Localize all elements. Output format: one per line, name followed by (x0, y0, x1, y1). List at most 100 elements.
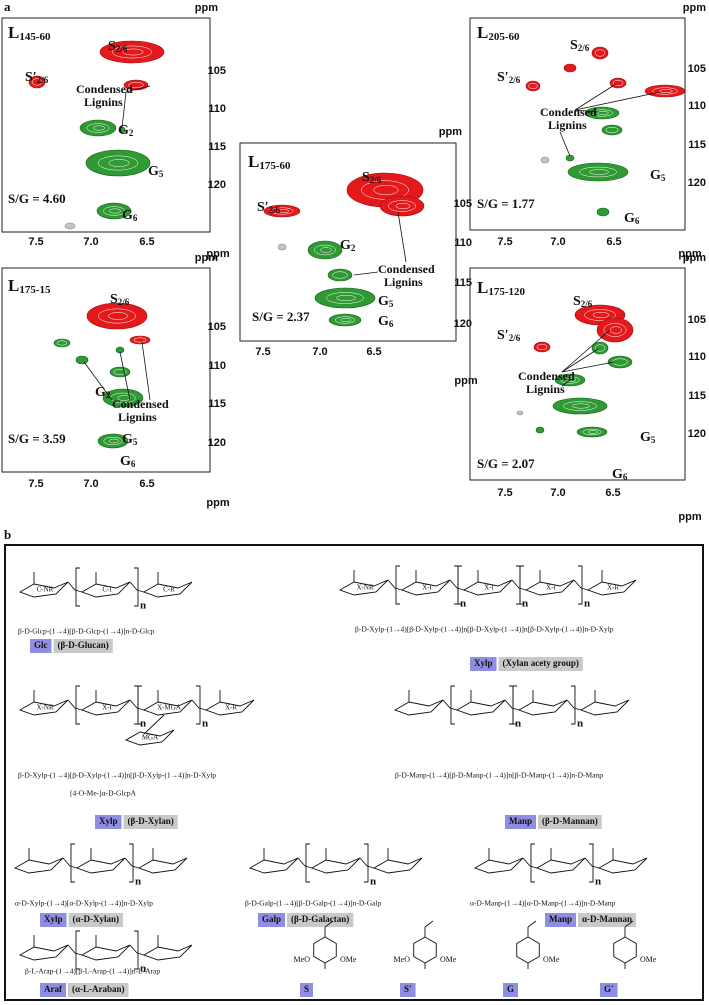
code-label-box (600, 983, 618, 997)
contour (563, 401, 597, 411)
contour (594, 344, 606, 352)
sg-ratio: S/G = 2.37 (252, 309, 310, 324)
spectrum-frame (469, 267, 686, 481)
condensed-label: Condensed (518, 369, 575, 383)
peak-label-sub: 5 (159, 169, 164, 179)
code-label: Xylp (99, 816, 118, 826)
glycosidic-bond (297, 857, 313, 869)
name-label-box (53, 639, 113, 653)
contour (572, 403, 590, 409)
peak-label-sub: 2/6 (116, 44, 128, 54)
name-label: (Xylan acety group) (503, 658, 579, 668)
bond (527, 920, 537, 928)
contour (320, 247, 332, 253)
repeat-n: n (140, 963, 146, 975)
ring-label: C-NR (37, 586, 54, 594)
glycosidic-bond (449, 579, 465, 591)
y-tick-label: 105 (454, 198, 472, 210)
substituent: OMe (440, 955, 457, 964)
peak-label-sub: 5 (389, 299, 394, 309)
bracket (134, 930, 139, 970)
glycosidic-bond (67, 699, 83, 711)
peak-label-sub: 5 (661, 173, 666, 183)
formula: β-D-Xylp-(1→4)[β-D-Xylp-(1→4)]n[β-D-Xylp… (18, 771, 216, 780)
peak-label-main: S′ (497, 70, 509, 85)
repeat-n: n (140, 600, 146, 612)
contour (263, 204, 301, 218)
peak-label-main: G (378, 314, 389, 329)
condensed-label: Lignins (84, 95, 123, 109)
peak-label-main: S′ (257, 200, 269, 215)
glycosidic-bond (191, 699, 207, 711)
panel-name: L175-120 (477, 278, 526, 298)
contour (516, 410, 524, 416)
benzene-ring (516, 936, 540, 964)
peak-label-sub: 6 (623, 472, 628, 482)
peak-label-sub: 2/6 (370, 175, 382, 185)
peak-label-main: S (573, 294, 581, 309)
contour (56, 340, 68, 346)
bracket (305, 843, 310, 883)
bracket (364, 843, 369, 883)
sugar-ring (455, 699, 506, 716)
glycosidic-bond (124, 857, 140, 869)
contour (609, 326, 623, 334)
peak-label-main: G (612, 467, 623, 482)
peak-label-main: G (122, 432, 133, 447)
name-label-box (538, 815, 602, 829)
contour (379, 195, 425, 217)
sugar-ring (579, 699, 630, 716)
bond (624, 920, 634, 928)
contour (336, 294, 356, 302)
y-tick-label: 115 (688, 139, 706, 151)
spectrum-frame (1, 267, 211, 473)
structures-frame (4, 544, 704, 1001)
peak-label: G6 (378, 314, 394, 329)
contour (79, 119, 117, 137)
contour (612, 80, 624, 86)
contour (596, 207, 610, 217)
leader-line (559, 131, 571, 157)
y-tick-label: 110 (688, 100, 706, 112)
contour (85, 149, 151, 177)
bracket (137, 685, 142, 725)
panel-name-sub: 205-60 (488, 31, 520, 43)
peak-label-main: S (110, 292, 118, 307)
contour (327, 268, 353, 282)
contour (86, 123, 110, 133)
x-tick-label: 6.5 (139, 478, 154, 490)
ring-label: MGA (142, 734, 158, 742)
sugar-ring (75, 857, 126, 874)
peak-label-main: S′ (25, 70, 37, 85)
y-tick-label: 105 (208, 321, 226, 333)
name-label: (β-D-Galactan) (291, 914, 349, 924)
formula: β-L-Arap-(1→4)[β-L-Arap-(1→4)]n-L-Arap (25, 967, 160, 976)
contour (103, 206, 125, 216)
code-label: G′ (604, 984, 614, 994)
x-tick-label: 7.5 (28, 478, 43, 490)
code-label-box (545, 913, 577, 927)
y-tick-label: 115 (208, 398, 226, 410)
peak-label-main: G (650, 168, 661, 183)
contour (28, 75, 46, 89)
sugar-ring (473, 857, 524, 874)
contour (644, 84, 686, 98)
peak-label-main: G (340, 238, 351, 253)
contour (582, 429, 602, 435)
contour (129, 335, 151, 345)
x-tick-label: 6.5 (139, 236, 154, 248)
x-tick-label: 7.0 (550, 487, 565, 499)
contour (108, 438, 120, 444)
name-label: (α-D-Xylan) (73, 914, 120, 924)
peak-label: S2/6 (570, 38, 590, 53)
x-tick-label: 7.5 (497, 236, 512, 248)
benzene-ring (613, 936, 637, 964)
contour (96, 202, 132, 220)
repeat-n: n (584, 598, 590, 610)
code-label: G (507, 984, 514, 994)
repeat-n: n (202, 718, 208, 730)
glycosidic-bond (584, 857, 600, 869)
bracket (457, 565, 462, 605)
glycosidic-bond (62, 857, 78, 869)
panel-name-main: L (8, 23, 19, 42)
